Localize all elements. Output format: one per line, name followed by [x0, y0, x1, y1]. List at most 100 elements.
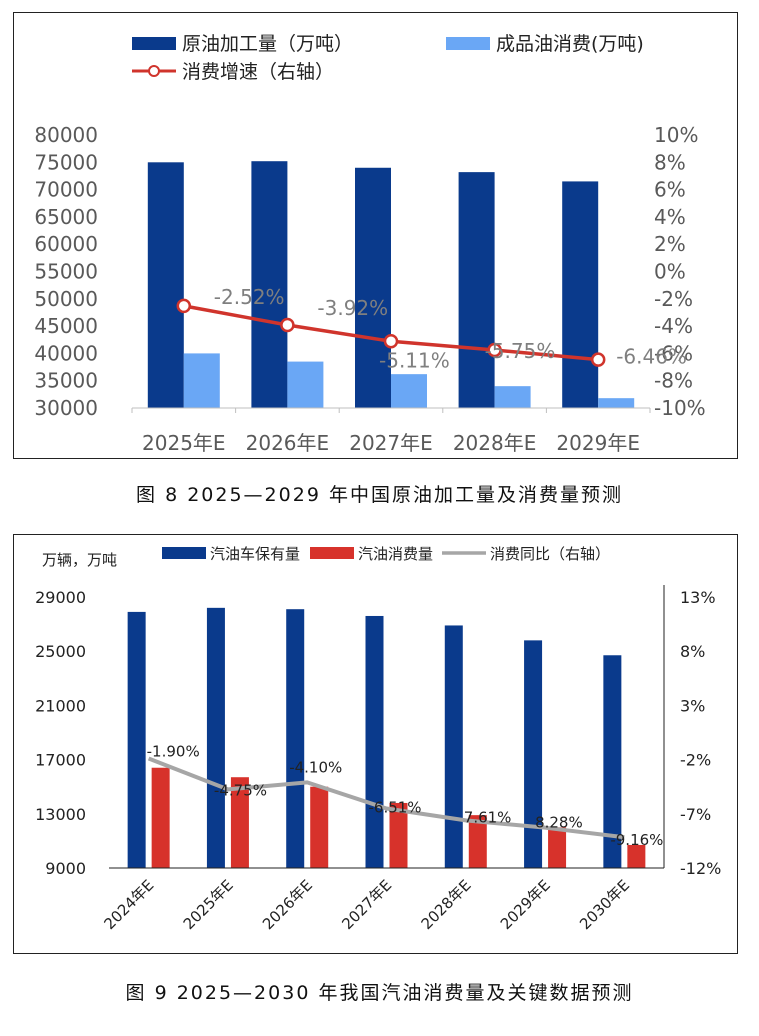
unit-label: 万辆，万吨: [42, 551, 117, 569]
bar-crude-processing: [562, 181, 599, 408]
x-tick-label: 2027年E: [338, 876, 395, 933]
x-tick-label: 2027年E: [349, 431, 433, 455]
y-left-tick-label: 75000: [34, 150, 98, 174]
bar-gasoline-vehicles: [286, 609, 305, 868]
x-tick-label: 2025年E: [180, 876, 237, 933]
growth-point: [487, 342, 502, 358]
bar-gasoline-vehicles: [524, 640, 543, 868]
yoy-data-label: -1.90%: [147, 743, 200, 761]
chart-gasoline-consumption: 万辆，万吨 汽油车保有量 汽油消费量 消费同比（右轴） 29000 25000 21000 1…: [13, 534, 738, 954]
x-tick-label: 2028年E: [418, 876, 475, 933]
y-left-tick-label: 21000: [35, 696, 86, 715]
chart-2-caption: 图 9 2025—2030 年我国汽油消费量及关键数据预测: [125, 982, 634, 1004]
chart-1-svg: 原油加工量（万吨） 成品油消费(万吨) 消费增速（右轴） 80000 75000 7000…: [34, 33, 706, 455]
bar-crude-processing: [458, 172, 495, 408]
y-left-tick-label: 60000: [34, 232, 98, 256]
bar-gasoline-vehicles: [603, 655, 622, 868]
y-right-tick-label: -2%: [654, 287, 693, 311]
bar-oil-consumption: [391, 374, 427, 408]
yoy-data-label: 8.28%: [535, 814, 583, 832]
growth-point: [590, 352, 606, 367]
bar-gasoline-consumption: [389, 802, 408, 868]
y-left-tick-label: 40000: [34, 341, 98, 365]
y-left-tick-label: 9000: [45, 859, 86, 878]
y-left-tick-label: 29000: [35, 588, 86, 607]
bar-oil-consumption: [183, 353, 220, 408]
growth-data-label: -5.11%: [379, 348, 450, 372]
legend-label-oil-consumption: 成品油消费(万吨): [496, 33, 644, 55]
bar-gasoline-vehicles: [127, 611, 146, 868]
bar-crude-processing: [147, 162, 184, 408]
x-tick-label: 2024年E: [100, 876, 157, 933]
y-right-tick-label: -10%: [654, 396, 706, 420]
y-left-tick-label: 65000: [34, 205, 98, 229]
bar-gasoline-vehicles: [365, 615, 384, 868]
x-tick-label: 2026年E: [246, 431, 330, 455]
y-left-tick-label: 45000: [34, 314, 98, 338]
y-left-tick-label: 25000: [35, 642, 86, 661]
y-right-tick-label: -8%: [654, 369, 693, 393]
growth-data-label: -5.75%: [485, 339, 556, 363]
y-left-tick-label: 17000: [35, 751, 86, 770]
growth-point: [383, 334, 399, 349]
bar-gasoline-consumption: [548, 827, 567, 868]
x-tick-label: 2029年E: [556, 431, 640, 455]
y-right-tick-label: 2%: [654, 232, 686, 256]
y-left-tick-label: 50000: [34, 287, 98, 311]
bar-crude-processing: [355, 167, 391, 408]
bar-gasoline-consumption: [310, 786, 329, 868]
legend-marker-growth: [148, 65, 160, 77]
y-right-tick-label: -6%: [654, 341, 693, 365]
growth-point: [280, 317, 295, 333]
yoy-data-label: -4.75%: [214, 781, 267, 799]
y-right-tick-label: -7%: [680, 805, 711, 824]
x-tick-label: 2029年E: [497, 876, 554, 933]
y-right-tick-label: -4%: [654, 314, 693, 338]
growth-data-label: -6.46%: [616, 345, 687, 369]
legend-label-gasoline: 汽油消费量: [358, 545, 433, 563]
legend-label-vehicles: 汽油车保有量: [210, 545, 300, 563]
yoy-data-label: -4.10%: [289, 758, 342, 776]
x-tick-label: 2025年E: [142, 431, 226, 455]
growth-data-label: -2.52%: [214, 285, 285, 309]
y-left-tick-label: 80000: [34, 123, 98, 147]
legend-label-yoy: 消费同比（右轴）: [490, 545, 610, 563]
y-right-tick-label: 4%: [654, 205, 686, 229]
y-right-tick-label: 13%: [680, 588, 716, 607]
y-right-tick-label: 6%: [654, 178, 686, 202]
chart-crude-oil-processing: 原油加工量（万吨） 成品油消费(万吨) 消费增速（右轴） 80000 75000 7000…: [13, 12, 738, 459]
y-right-tick-label: 3%: [680, 696, 705, 715]
y-right-tick-label: -2%: [680, 751, 711, 770]
y-left-tick-label: 55000: [34, 260, 98, 284]
growth-point: [176, 298, 192, 314]
bar-gasoline-consumption: [627, 844, 646, 868]
legend-swatch-vehicles: [162, 547, 206, 559]
growth-data-label: -3.92%: [317, 296, 388, 320]
y-left-tick-label: 13000: [35, 805, 86, 824]
legend-label-crude-processing: 原油加工量（万吨）: [182, 33, 353, 55]
x-tick-label: 2030年E: [576, 876, 633, 933]
y-right-tick-label: 0%: [654, 260, 686, 284]
y-left-tick-label: 70000: [34, 178, 98, 202]
y-right-tick-label: -12%: [680, 859, 721, 878]
bar-oil-consumption: [494, 386, 531, 408]
chart-1-caption: 图 8 2025—2029 年中国原油加工量及消费量预测: [136, 484, 623, 506]
bar-oil-consumption: [287, 361, 324, 408]
bar-gasoline-consumption: [151, 767, 170, 868]
x-tick-label: 2026年E: [259, 876, 316, 933]
bar-gasoline-vehicles: [206, 607, 225, 868]
y-right-tick-label: 8%: [654, 150, 686, 174]
y-left-tick-label: 35000: [34, 369, 98, 393]
bar-gasoline-consumption: [230, 777, 249, 868]
legend-swatch-oil-consumption: [446, 37, 490, 50]
yoy-data-label: -9.16%: [610, 831, 663, 849]
legend-swatch-gasoline: [310, 547, 354, 559]
y-right-tick-label: 8%: [680, 642, 705, 661]
x-tick-label: 2028年E: [453, 431, 537, 455]
yoy-line: [147, 756, 625, 840]
legend-swatch-crude-processing: [132, 37, 176, 50]
bar-crude-processing: [251, 161, 288, 408]
bar-gasoline-consumption: [468, 815, 487, 868]
yoy-data-label: 7.61%: [464, 808, 512, 826]
bar-oil-consumption: [598, 398, 635, 408]
